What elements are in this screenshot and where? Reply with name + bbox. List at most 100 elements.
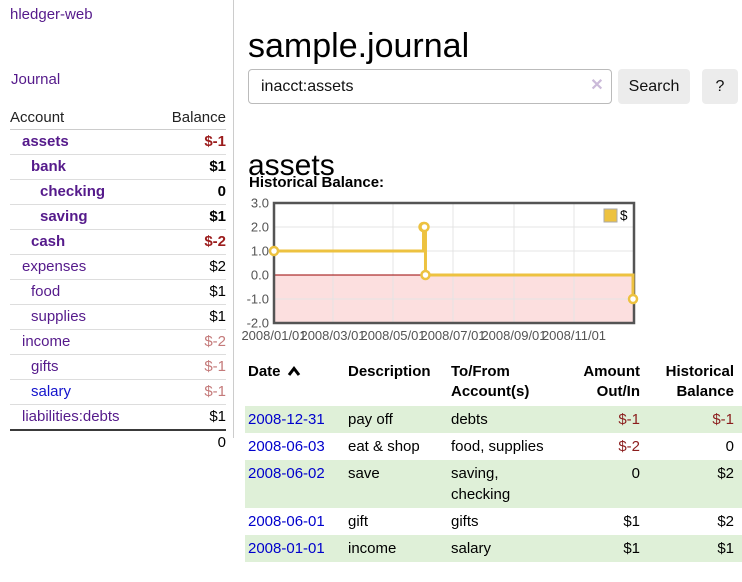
account-balance: $-1 (204, 383, 226, 400)
accounts-rows: assets $-1 bank $1 checking 0 saving $1 cash $-2 e… (10, 130, 226, 429)
transaction-amount: $1 (623, 513, 640, 530)
svg-text:2008/11/01: 2008/11/01 (542, 328, 606, 343)
transaction-description: income (348, 540, 397, 557)
sidebar-account-row: expenses $2 (10, 255, 226, 280)
transaction-balance: $2 (717, 465, 734, 482)
account-link-gifts[interactable]: gifts (31, 358, 59, 375)
account-balance: $1 (209, 283, 226, 300)
sidebar-account-row: bank $1 (10, 155, 226, 180)
svg-text:2008/03/01: 2008/03/01 (300, 328, 365, 343)
svg-text:-2.0: -2.0 (247, 316, 269, 331)
transaction-amount: $1 (623, 540, 640, 557)
transaction-balance: 0 (725, 438, 734, 455)
transaction-amount: 0 (631, 465, 640, 482)
sidebar-item-journal[interactable]: Journal (11, 71, 61, 88)
sidebar: hledger-web Journal Account Balance asse… (0, 0, 233, 582)
app-brand-link[interactable]: hledger-web (10, 6, 93, 23)
transactions-header-row: Date Description To/From Account(s) Amount … (245, 360, 742, 406)
transaction-accounts: gifts (451, 513, 479, 530)
account-link-supplies[interactable]: supplies (31, 308, 87, 325)
column-header-accounts: To/From Account(s) (451, 363, 530, 400)
main-content: sample.journal ✕ Search ? assets Histori… (240, 0, 742, 582)
account-balance: $1 (209, 208, 226, 225)
account-balance: $-2 (204, 233, 226, 250)
sidebar-account-row: checking 0 (10, 180, 226, 205)
account-link-food[interactable]: food (31, 283, 61, 300)
accounts-total-row: 0 (10, 429, 226, 455)
svg-text:2008/09/01: 2008/09/01 (481, 328, 546, 343)
account-balance: $1 (209, 158, 226, 175)
search-input[interactable] (248, 69, 612, 104)
transaction-date-link[interactable]: 2008-06-02 (248, 465, 325, 482)
svg-text:$: $ (620, 208, 628, 223)
transaction-accounts: salary (451, 540, 492, 557)
transaction-balance: $-1 (712, 411, 734, 428)
transaction-description: save (348, 465, 380, 482)
transaction-date-link[interactable]: 2008-06-01 (248, 513, 325, 530)
page-title: sample.journal (248, 26, 470, 65)
transaction-row: 2008-12-31 pay off debts $-1 $-1 (245, 406, 742, 433)
transactions-section: Date Description To/From Account(s) Amount … (245, 360, 742, 562)
accounts-header-balance: Balance (171, 109, 226, 126)
transaction-balance: $1 (717, 540, 734, 557)
historical-balance-chart: $3.0 2.0 1.0 0.0 -1.0 -2.02008/01/012008/03/0… (241, 196, 639, 343)
account-balance: $1 (209, 408, 226, 425)
sidebar-account-row: saving $1 (10, 205, 226, 230)
svg-text:2008/01/01: 2008/01/01 (241, 328, 306, 343)
account-link-liabilities-debts[interactable]: liabilities:debts (22, 408, 120, 425)
transaction-description: pay off (348, 411, 393, 428)
svg-text:3.0: 3.0 (251, 196, 269, 211)
account-link-bank[interactable]: bank (31, 158, 67, 175)
transaction-amount: $-2 (618, 438, 640, 455)
column-header-description: Description (348, 363, 431, 380)
sidebar-account-row: assets $-1 (10, 130, 226, 155)
transaction-date-link[interactable]: 2008-12-31 (248, 411, 325, 428)
transaction-balance: $2 (717, 513, 734, 530)
account-balance: $2 (209, 258, 226, 275)
transaction-row: 2008-06-02 save saving, checking 0 $2 (245, 460, 742, 508)
svg-text:2008/07/01: 2008/07/01 (420, 328, 485, 343)
clear-search-icon[interactable]: ✕ (590, 77, 604, 94)
transaction-row: 2008-06-01 gift gifts $1 $2 (245, 508, 742, 535)
sort-ascending-icon (287, 366, 300, 376)
accounts-total-value: 0 (217, 434, 226, 451)
svg-text:-1.0: -1.0 (247, 292, 269, 307)
chart-title: Historical Balance: (249, 174, 385, 191)
account-link-cash[interactable]: cash (31, 233, 66, 250)
transactions-table: Date Description To/From Account(s) Amount … (245, 360, 742, 562)
column-header-amount: Amount Out/In (583, 363, 640, 400)
search-button[interactable]: Search (618, 69, 690, 104)
transaction-row: 2008-06-03 eat & shop food, supplies $-2 0 (245, 433, 742, 460)
account-link-expenses[interactable]: expenses (22, 258, 87, 275)
sidebar-account-row: gifts $-1 (10, 355, 226, 380)
account-link-salary[interactable]: salary (31, 383, 72, 400)
account-link-income[interactable]: income (22, 333, 71, 350)
sidebar-divider (233, 0, 234, 438)
svg-text:2008/05/01: 2008/05/01 (360, 328, 425, 343)
account-heading: assets (248, 148, 335, 182)
account-balance: $-2 (204, 333, 226, 350)
account-balance: $-1 (204, 358, 226, 375)
help-button[interactable]: ? (702, 69, 738, 104)
sidebar-account-row: salary $-1 (10, 380, 226, 405)
account-link-checking[interactable]: checking (40, 183, 106, 200)
column-header-balance: Historical Balance (665, 363, 734, 400)
accounts-header-account: Account (10, 109, 65, 126)
sidebar-account-row: income $-2 (10, 330, 226, 355)
sidebar-account-row: supplies $1 (10, 305, 226, 330)
transaction-row: 2008-01-01 income salary $1 $1 (245, 535, 742, 562)
accounts-table-header: Account Balance (10, 106, 226, 130)
account-link-saving[interactable]: saving (40, 208, 88, 225)
sidebar-account-row: food $1 (10, 280, 226, 305)
transaction-accounts: food, supplies (451, 438, 544, 455)
transaction-description: eat & shop (348, 438, 420, 455)
account-link-assets[interactable]: assets (22, 133, 69, 150)
account-balance: 0 (217, 183, 226, 200)
column-header-date[interactable]: Date (245, 360, 345, 406)
transaction-description: gift (348, 513, 369, 530)
svg-text:0.0: 0.0 (251, 268, 269, 283)
transaction-accounts: saving, checking (451, 465, 511, 503)
transaction-date-link[interactable]: 2008-01-01 (248, 540, 325, 557)
transaction-date-link[interactable]: 2008-06-03 (248, 438, 325, 455)
